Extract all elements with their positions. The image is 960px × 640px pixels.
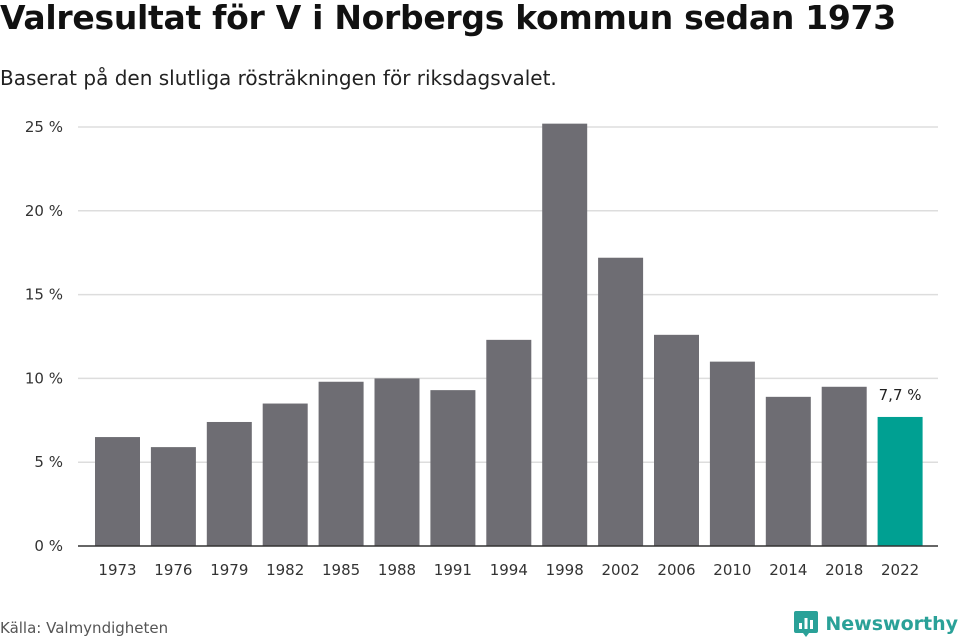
y-tick-label: 0 % bbox=[34, 537, 63, 555]
bar-1998 bbox=[542, 123, 588, 546]
bar-2014 bbox=[765, 396, 811, 546]
bar-1991 bbox=[430, 390, 476, 546]
x-tick-label: 2022 bbox=[881, 561, 919, 579]
bar-1994 bbox=[486, 339, 532, 546]
source-note: Källa: Valmyndigheten bbox=[0, 619, 169, 637]
bar-chart: 0 % 5 % 10 % 15 % 20 % 25 % 1973 1976 1979 1982 19… bbox=[25, 118, 938, 579]
x-tick-label: 1982 bbox=[266, 561, 304, 579]
chart-subtitle: Baserat på den slutliga rösträkningen fö… bbox=[0, 66, 557, 90]
newsworthy-logo-icon bbox=[794, 611, 819, 637]
y-tick-label: 25 % bbox=[25, 118, 63, 136]
bar-2018 bbox=[821, 386, 867, 546]
x-tick-label: 1985 bbox=[322, 561, 360, 579]
bar-1982 bbox=[262, 403, 308, 546]
bar-1985 bbox=[318, 381, 364, 546]
x-tick-label: 1973 bbox=[98, 561, 136, 579]
x-tick-label: 1988 bbox=[378, 561, 416, 579]
brand: Newsworthy bbox=[793, 609, 958, 639]
y-tick-label: 20 % bbox=[25, 202, 63, 220]
bar-1973 bbox=[95, 437, 140, 546]
y-tick-label: 10 % bbox=[25, 369, 63, 387]
brand-name: Newsworthy bbox=[825, 613, 958, 635]
bar-2002 bbox=[598, 257, 644, 546]
x-tick-label: 2018 bbox=[825, 561, 863, 579]
x-tick-label: 2002 bbox=[602, 561, 640, 579]
x-tick-label: 1976 bbox=[154, 561, 192, 579]
bar-2010 bbox=[709, 361, 755, 546]
bar-1988 bbox=[374, 378, 420, 546]
x-tick-label: 1998 bbox=[546, 561, 584, 579]
x-tick-label: 2010 bbox=[713, 561, 751, 579]
x-tick-label: 1991 bbox=[434, 561, 472, 579]
chart-title: Valresultat för V i Norbergs kommun seda… bbox=[0, 0, 896, 37]
x-tick-label: 2014 bbox=[769, 561, 807, 579]
bar-2022 bbox=[877, 416, 923, 546]
x-tick-label: 2006 bbox=[657, 561, 695, 579]
y-tick-label: 15 % bbox=[25, 286, 63, 304]
y-tick-label: 5 % bbox=[34, 453, 63, 471]
data-label: 7,7 % bbox=[879, 386, 922, 404]
x-tick-label: 1979 bbox=[210, 561, 248, 579]
bar-1979 bbox=[206, 421, 252, 546]
bar-2006 bbox=[654, 334, 699, 546]
bar-1976 bbox=[150, 447, 196, 546]
x-tick-label: 1994 bbox=[490, 561, 528, 579]
